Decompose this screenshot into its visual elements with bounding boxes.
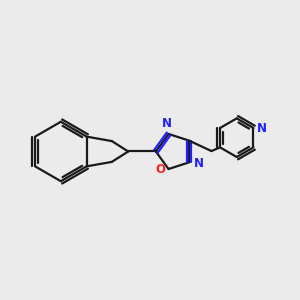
- Text: N: N: [194, 157, 204, 170]
- Text: N: N: [257, 122, 267, 134]
- Text: O: O: [156, 163, 166, 176]
- Text: N: N: [162, 117, 172, 130]
